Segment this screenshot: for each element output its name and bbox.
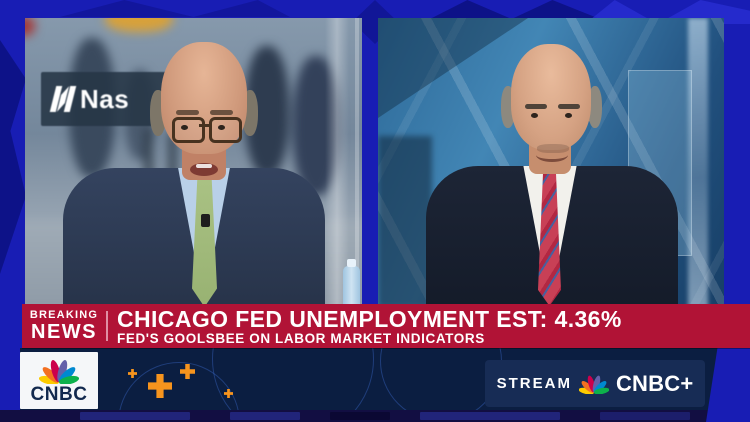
headline-block: CHICAGO FED UNEMPLOYMENT EST: 4.36% FED'…: [117, 307, 622, 346]
anchor-person: [25, 18, 362, 308]
guest-person: [378, 18, 724, 308]
cnbc-wordmark: CNBC: [30, 383, 88, 405]
stream-label: STREAM: [496, 375, 572, 392]
headline-text: CHICAGO FED UNEMPLOYMENT EST: 4.36%: [117, 305, 622, 332]
water-bottle: [343, 259, 360, 308]
kicker-divider: [106, 311, 108, 341]
glass-reflection: [325, 18, 349, 308]
eye: [531, 113, 538, 118]
kicker-line-2: NEWS: [31, 321, 97, 343]
bottom-ticker-strip: [0, 410, 750, 422]
breaking-news-banner: BREAKING NEWS CHICAGO FED UNEMPLOYMENT E…: [22, 304, 750, 348]
nbc-peacock-icon: [39, 359, 79, 384]
red-sign-blur: [25, 18, 35, 36]
ticker-segment: [420, 412, 560, 420]
striped-red-tie: [538, 172, 561, 306]
eye: [181, 125, 188, 130]
head: [511, 44, 591, 150]
frame-chevron-decoration: [60, 0, 290, 17]
eyebrow: [210, 110, 233, 115]
ticker-segment: [230, 412, 300, 420]
cnbc-logo-bug: CNBC: [20, 352, 98, 409]
pedestrian-silhouette: [293, 56, 339, 196]
mouth: [536, 148, 568, 162]
stream-cnbc-plus-promo: STREAM CNBC+: [485, 360, 705, 407]
plus-decoration-icon: [224, 389, 233, 398]
subheadline-text: FED'S GOOLSBEE ON LABOR MARKET INDICATOR…: [117, 330, 485, 346]
footer-edge: [706, 348, 750, 422]
footer-bar: CNBC STREAM CNBC+: [0, 348, 750, 422]
frame-edge-decoration: [0, 40, 26, 274]
mouth: [190, 163, 218, 176]
plus-decoration-icon: [128, 369, 137, 378]
eyebrow: [558, 104, 580, 109]
glasses-bridge: [199, 124, 209, 127]
taxi-blur: [105, 18, 173, 32]
glasses-lens: [172, 117, 205, 143]
studio-shadow: [378, 136, 432, 308]
eye: [218, 125, 225, 130]
ticker-segment: [600, 412, 690, 420]
video-feed-anchor: Nas: [25, 18, 362, 308]
microphone-clip: [201, 214, 210, 227]
nbc-peacock-icon: [578, 375, 609, 394]
kicker-line-1: BREAKING: [29, 309, 99, 321]
footer-edge: [0, 348, 20, 422]
studio-light-strip: [688, 18, 708, 308]
video-feed-guest: [378, 18, 724, 308]
glasses-lens: [209, 117, 242, 143]
eyebrow: [176, 110, 199, 115]
ticker-segment: [80, 412, 190, 420]
breaking-news-kicker: BREAKING NEWS: [22, 309, 106, 343]
eyebrow: [525, 104, 547, 109]
glass-edge: [355, 18, 359, 308]
frame-chevron-decoration: [430, 0, 600, 19]
eye: [565, 113, 572, 118]
ticker-segment: [330, 412, 390, 420]
nasdaq-sign-text: Nas: [80, 83, 130, 114]
side-hair: [588, 86, 602, 128]
cnbc-plus-wordmark: CNBC+: [615, 370, 694, 396]
